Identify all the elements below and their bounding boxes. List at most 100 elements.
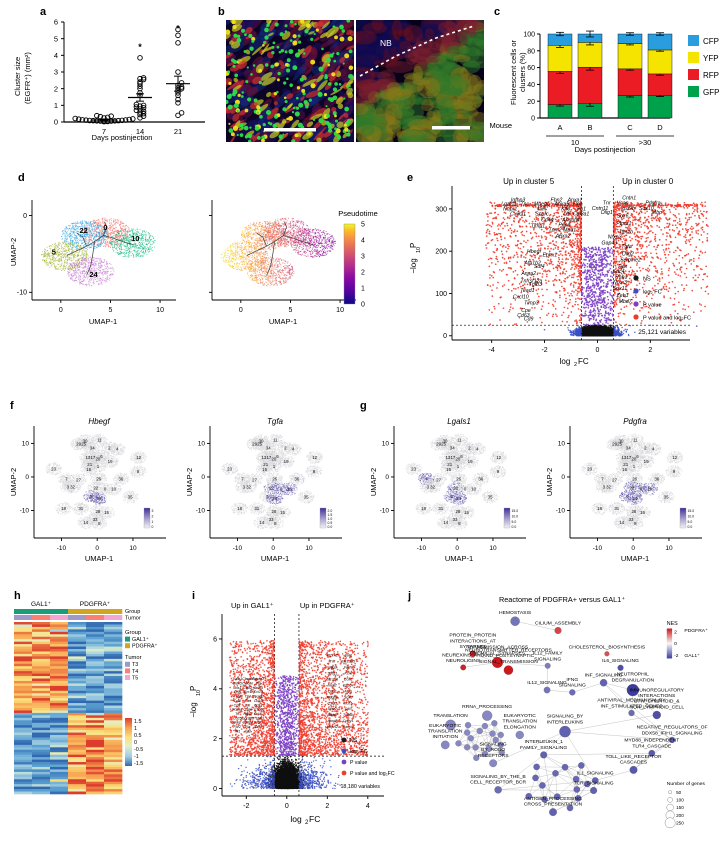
panel-g-colorbar-tick: 10.0 (688, 514, 695, 518)
panel-h-cell (50, 762, 69, 765)
panel-g-cluster-id: 2 (468, 446, 471, 451)
panel-h-cell (32, 712, 51, 716)
panel-f-cluster-id: 3 (67, 485, 70, 490)
panel-h-cell (32, 676, 51, 679)
panel-h-cell (104, 727, 123, 731)
panel-e-ytick: 100 (435, 291, 447, 298)
panel-h-cell (32, 668, 51, 672)
panel-h-cell (104, 747, 123, 751)
panel-e-xtick: 0 (595, 347, 599, 354)
panel-h-cell (68, 708, 87, 711)
panel-i-gene-label: Pdgfra (327, 695, 338, 699)
panel-f-cluster-id: 14 (83, 520, 88, 525)
panel-a-datapoint (90, 117, 96, 124)
panel-i-ytick: 4 (213, 686, 217, 693)
panel-h-cell (104, 774, 123, 778)
panel-i-gene-label: Copy1 (343, 719, 354, 723)
panel-d-xtick: 0 (239, 307, 243, 314)
panel-e-gene-label: Anxa1 (567, 197, 583, 203)
panel-j-node-label: ANTIVIRAL_MECHANISM_BY (597, 698, 666, 704)
panel-e-gene-label: Sdf4 (534, 264, 545, 270)
panel-i-gene-label: Ccl5 (234, 690, 241, 694)
panel-f-cluster-id: 18 (237, 506, 242, 511)
panel-h-scale-tick: 1 (134, 726, 137, 732)
panel-g-colorbar-tick: 5.0 (512, 520, 517, 524)
panel-h-cell (86, 644, 105, 647)
panel-e-gene-label: Sparc (535, 212, 549, 218)
panel-h-cell (50, 693, 69, 697)
panel-h-cell (104, 651, 123, 655)
panel-c-mouse-label: D (657, 123, 663, 132)
panel-h-cell (104, 703, 123, 706)
panel-h-cell (104, 668, 123, 672)
panel-e-gene-label: Serpine2 (620, 257, 641, 263)
panel-i-gene-label: Ccl1 (234, 703, 241, 707)
panel-j-node (599, 679, 608, 687)
panel-g-cluster-id: 35 (488, 495, 493, 500)
panel-h-cell (86, 781, 105, 785)
panel-g-cluster-id: 36 (478, 477, 483, 482)
panel-h-cell (14, 779, 33, 783)
panel-h-cell (32, 685, 51, 689)
panel-j-node-label: CILIUM_ASSEMBLY (535, 620, 582, 626)
panel-f-cluster-id: 4 (116, 447, 119, 452)
panel-i-gene-label: Nxph2 (327, 725, 339, 729)
panel-i-gene-label: Eta (245, 725, 250, 729)
panel-h-cell (14, 766, 33, 770)
panel-h-cell (50, 690, 69, 694)
panel-f-cluster-id: 4 (292, 447, 295, 452)
panel-i-xtick: 2 (325, 803, 329, 810)
panel-i-legend-label: NS (350, 738, 358, 744)
panel-h-cell (50, 766, 69, 770)
panel-h-cell (32, 666, 51, 669)
panel-h-cell (14, 781, 33, 785)
panel-j-node-label: DEGRANULATION (612, 677, 655, 683)
panel-h-cell (68, 754, 87, 758)
panel-e-gene-label: Hbegf (527, 249, 541, 255)
panel-f-cluster-id: 3 (243, 485, 246, 490)
panel-h-cell (86, 680, 105, 684)
panel-h-cell (68, 626, 87, 630)
panel-h-cell (86, 683, 105, 687)
panel-h-cell (14, 759, 33, 763)
panel-h-cell (32, 791, 51, 795)
panel-h-cell (86, 789, 105, 792)
panel-g-ytick: 10 (382, 441, 390, 448)
panel-a-datapoint (126, 116, 132, 123)
panel-j-node (591, 777, 599, 784)
panel-a-datapoint (76, 116, 82, 122)
panel-g-gene-title: Pdgfra (623, 417, 647, 426)
panel-a-datapoint (178, 80, 185, 86)
panel-c-bar-segment (577, 42, 603, 68)
panel-g-cluster-id: 16 (446, 467, 451, 472)
panel-f-cluster-id: 34 (90, 446, 95, 451)
panel-j-node (472, 744, 479, 751)
panel-j-node-label: INTERLEUKIN_1 (525, 739, 564, 745)
panel-f-xlabel: UMAP-1 (261, 554, 289, 563)
panel-f-ytick: 10 (22, 441, 30, 448)
panel-c-ytick: 60 (527, 65, 535, 72)
panel-h-cell (104, 663, 123, 667)
panel-a-ytick: 2 (54, 84, 58, 93)
panel-h-cell (32, 722, 51, 726)
panel-h-cell (14, 644, 33, 647)
panel-e-xtick: -2 (541, 347, 547, 354)
panel-i-gene-label: C1qb (254, 708, 263, 712)
panel-d-cluster-label: 5 (52, 248, 56, 257)
panel-h-cell (86, 668, 105, 672)
panel-d-legend-tick: 5 (361, 221, 365, 228)
panel-h-cell (68, 673, 87, 677)
panel-g-cluster-id: 20 (455, 456, 460, 461)
panel-c-bar-segment (547, 45, 573, 72)
panel-j-node (553, 793, 561, 800)
panel-h-cell (104, 685, 123, 689)
panel-h-scale-tick: -1.5 (134, 761, 143, 767)
panel-g-gene-title: Lgals1 (447, 417, 471, 426)
panel-h-cell (68, 784, 87, 787)
panel-h-cell (86, 656, 105, 660)
panel-h-cell (68, 749, 87, 753)
panel-h-cell (50, 769, 69, 773)
